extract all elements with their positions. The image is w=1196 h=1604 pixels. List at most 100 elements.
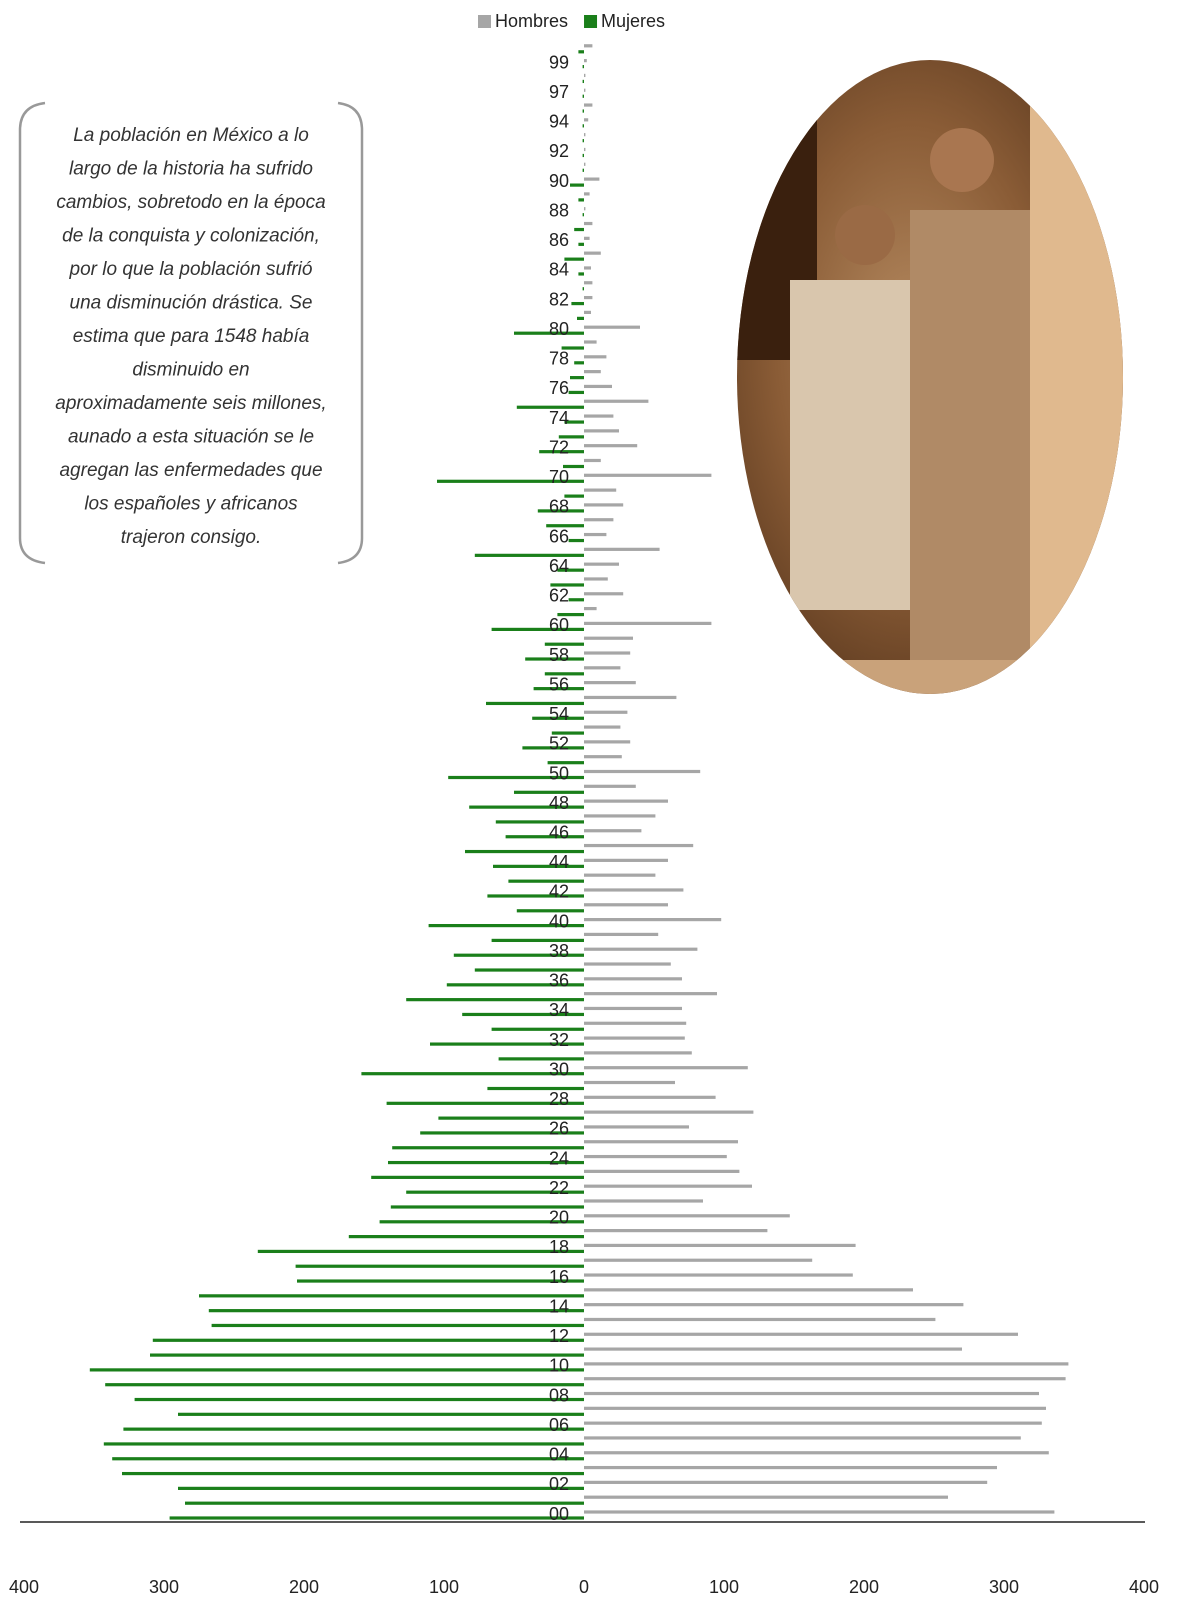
category-label: 60 (549, 615, 569, 635)
category-label: 70 (549, 467, 569, 487)
bar (584, 1451, 1049, 1455)
bar (584, 977, 682, 981)
category-label: 86 (549, 230, 569, 250)
legend-label: Mujeres (601, 11, 665, 31)
bar (584, 918, 722, 922)
bar (123, 1427, 585, 1431)
x-tick-label: 300 (989, 1577, 1019, 1597)
callout-line: estima que para 1548 había (73, 326, 310, 347)
bar (584, 1465, 997, 1470)
bar (584, 103, 593, 107)
category-label: 22 (549, 1178, 569, 1198)
bar (584, 799, 668, 803)
bar (584, 59, 587, 63)
bar (582, 79, 584, 84)
category-label: 10 (549, 1356, 569, 1376)
bar (584, 858, 668, 862)
bar (584, 1125, 689, 1129)
bar (584, 44, 593, 48)
category-label: 36 (549, 971, 569, 991)
bar (152, 1338, 585, 1342)
bar (584, 1406, 1046, 1410)
bar (578, 50, 584, 54)
bar (178, 1412, 584, 1416)
bar (584, 740, 631, 744)
bar (208, 1309, 585, 1313)
bar (584, 947, 698, 951)
x-tick-label: 200 (849, 1577, 879, 1597)
bar (584, 1243, 856, 1248)
legend-label: Hombres (495, 11, 568, 31)
category-label: 84 (549, 260, 569, 280)
category-label: 46 (549, 822, 569, 842)
category-label: 32 (549, 1030, 569, 1050)
category-label: 20 (549, 1208, 569, 1228)
bar (584, 429, 619, 433)
bar (522, 746, 584, 750)
bar (495, 820, 584, 824)
category-label: 02 (549, 1474, 569, 1494)
category-label: 50 (549, 763, 569, 783)
bar (584, 1273, 853, 1277)
bar (584, 1495, 948, 1499)
bar (420, 1131, 584, 1135)
bar (584, 236, 590, 240)
bar (574, 227, 584, 232)
bar (584, 681, 636, 685)
bar (547, 761, 584, 765)
bar (584, 1095, 716, 1099)
x-tick-label: 200 (289, 1577, 319, 1597)
bar (150, 1353, 584, 1357)
bar (584, 1006, 682, 1011)
category-label: 58 (549, 645, 569, 665)
bar (539, 450, 584, 454)
callout-line: los españoles y africanos (84, 494, 298, 515)
bar (508, 879, 584, 883)
category-label: 78 (549, 349, 569, 369)
bar (448, 775, 584, 780)
bar (578, 198, 584, 202)
bar (446, 983, 584, 987)
bar (505, 835, 584, 839)
bar (469, 805, 584, 809)
bar (584, 1317, 936, 1322)
bar (491, 938, 584, 943)
bar (390, 1205, 584, 1209)
bar (544, 642, 584, 646)
bar (453, 953, 584, 957)
bar (211, 1323, 584, 1328)
bar (584, 1377, 1066, 1381)
bar (514, 331, 584, 335)
bar (584, 1288, 913, 1292)
bar (584, 133, 586, 137)
bar (584, 384, 612, 389)
bar (498, 1057, 584, 1061)
bar (584, 1021, 687, 1025)
bar (584, 295, 593, 300)
bar (563, 464, 584, 469)
category-label: 24 (549, 1148, 569, 1168)
bar (474, 968, 584, 972)
bar (584, 1110, 754, 1114)
bar (584, 829, 642, 833)
bar (582, 213, 584, 217)
bar (584, 992, 717, 996)
bar (584, 843, 694, 848)
bar (582, 94, 584, 98)
bar (438, 1116, 584, 1120)
x-tick-label: 100 (429, 1577, 459, 1597)
bar (584, 325, 640, 329)
bar (491, 627, 584, 631)
category-label: 18 (549, 1237, 569, 1257)
bar (584, 266, 591, 270)
bar (514, 790, 584, 794)
bar (584, 444, 638, 448)
bar (487, 894, 584, 898)
bar (584, 147, 586, 152)
bar (584, 1258, 813, 1262)
bar (584, 1169, 740, 1173)
bar (584, 1229, 768, 1233)
callout-line: largo de la historia ha sufrido (69, 159, 313, 180)
bar (584, 73, 586, 78)
legend-swatch (584, 15, 598, 28)
